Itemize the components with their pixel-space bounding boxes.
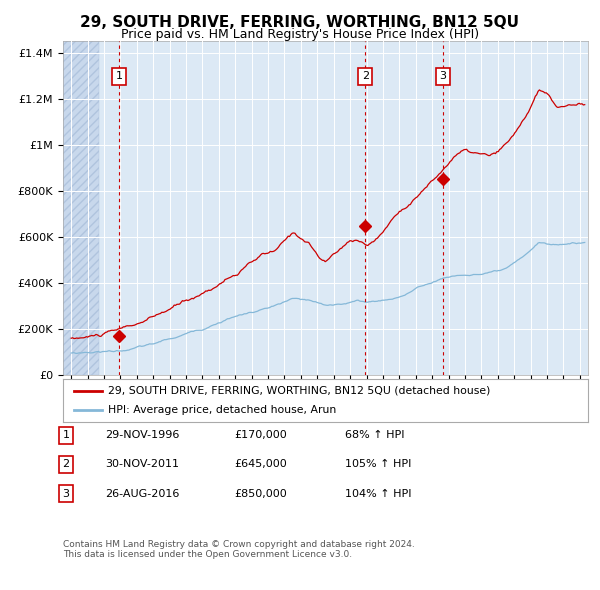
Text: Price paid vs. HM Land Registry's House Price Index (HPI): Price paid vs. HM Land Registry's House … xyxy=(121,28,479,41)
Text: £850,000: £850,000 xyxy=(234,489,287,499)
Text: £170,000: £170,000 xyxy=(234,431,287,440)
Text: HPI: Average price, detached house, Arun: HPI: Average price, detached house, Arun xyxy=(107,405,336,415)
Text: 29, SOUTH DRIVE, FERRING, WORTHING, BN12 5QU: 29, SOUTH DRIVE, FERRING, WORTHING, BN12… xyxy=(80,15,520,30)
Bar xyxy=(63,41,99,375)
Text: Contains HM Land Registry data © Crown copyright and database right 2024.
This d: Contains HM Land Registry data © Crown c… xyxy=(63,540,415,559)
Text: 104% ↑ HPI: 104% ↑ HPI xyxy=(345,489,412,499)
Text: 2: 2 xyxy=(362,71,369,81)
Text: 3: 3 xyxy=(439,71,446,81)
Text: 68% ↑ HPI: 68% ↑ HPI xyxy=(345,431,404,440)
Text: 30-NOV-2011: 30-NOV-2011 xyxy=(105,460,179,469)
Text: 26-AUG-2016: 26-AUG-2016 xyxy=(105,489,179,499)
Text: 1: 1 xyxy=(62,431,70,440)
Text: 105% ↑ HPI: 105% ↑ HPI xyxy=(345,460,412,469)
Text: 29, SOUTH DRIVE, FERRING, WORTHING, BN12 5QU (detached house): 29, SOUTH DRIVE, FERRING, WORTHING, BN12… xyxy=(107,386,490,396)
Text: 2: 2 xyxy=(62,460,70,469)
Text: 3: 3 xyxy=(62,489,70,499)
Text: £645,000: £645,000 xyxy=(234,460,287,469)
Text: 29-NOV-1996: 29-NOV-1996 xyxy=(105,431,179,440)
Text: 1: 1 xyxy=(115,71,122,81)
